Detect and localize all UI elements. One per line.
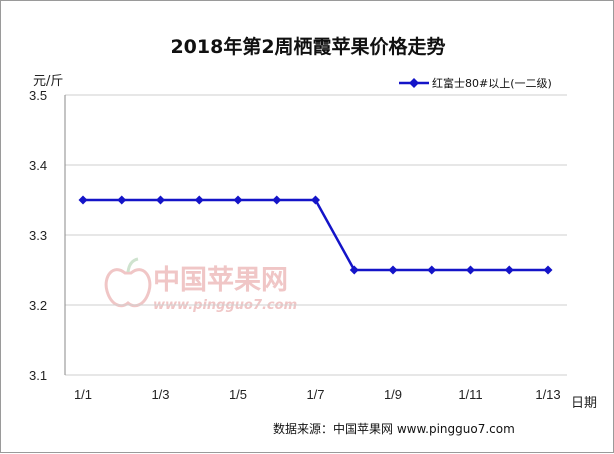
data-point	[388, 265, 398, 275]
legend: 红富士80#以上(一二级)	[399, 76, 552, 90]
y-axis-unit: 元/斤	[33, 74, 63, 89]
y-tick-label: 3.3	[29, 228, 47, 243]
y-tick-labels: 3.1 3.2 3.3 3.4 3.5	[29, 88, 47, 383]
source-note: 数据来源：中国苹果网 www.pingguo7.com	[273, 421, 515, 436]
y-tick-label: 3.1	[29, 368, 47, 383]
data-point	[543, 265, 553, 275]
legend-marker	[409, 78, 419, 88]
data-point	[233, 195, 243, 205]
data-point	[349, 265, 359, 275]
x-tick-label: 1/7	[306, 387, 324, 402]
x-tick-labels: 1/1 1/3 1/5 1/7 1/9 1/11 1/13	[74, 387, 561, 402]
data-point	[504, 265, 514, 275]
data-point	[272, 195, 282, 205]
watermark-text: 中国苹果网	[153, 265, 288, 296]
data-point	[466, 265, 475, 275]
data-point	[427, 265, 437, 275]
legend-label: 红富士80#以上(一二级)	[432, 76, 552, 90]
x-tick-label: 1/11	[458, 387, 482, 402]
x-tick-label: 1/9	[384, 387, 402, 402]
x-tick-label: 1/13	[535, 387, 560, 402]
data-point	[117, 195, 127, 205]
data-point	[156, 195, 165, 205]
x-tick-label: 1/5	[229, 387, 247, 402]
data-point	[194, 195, 204, 205]
series-layer	[78, 195, 553, 275]
x-tick-label: 1/3	[151, 387, 169, 402]
y-tick-label: 3.5	[29, 88, 47, 103]
apple-logo-icon	[104, 257, 152, 308]
grid-lines	[64, 94, 567, 376]
y-tick-label: 3.4	[29, 158, 47, 173]
y-tick-label: 3.2	[29, 298, 47, 313]
data-point	[78, 195, 88, 205]
x-tick-label: 1/1	[74, 387, 92, 402]
chart-title: 2018年第2周栖霞苹果价格走势	[170, 35, 445, 58]
x-axis-label: 日期	[571, 396, 597, 411]
data-point	[311, 195, 320, 205]
